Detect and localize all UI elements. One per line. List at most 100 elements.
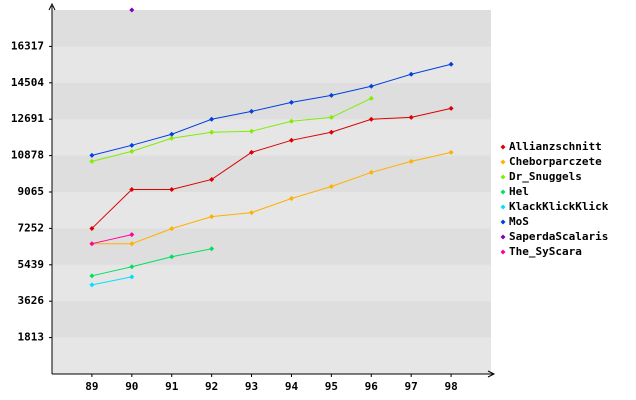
y-tick-label: 9065 — [18, 185, 45, 198]
legend-marker — [500, 189, 506, 195]
legend-marker — [500, 249, 506, 255]
data-point — [288, 99, 294, 105]
series-line — [91, 276, 132, 286]
data-point — [249, 210, 255, 216]
grid-band — [52, 46, 491, 83]
x-tick-label: 96 — [365, 380, 379, 393]
legend-label: The_SyScara — [509, 245, 582, 258]
data-point — [89, 225, 95, 231]
data-point — [209, 176, 215, 182]
data-point — [129, 264, 135, 270]
x-tick-label: 89 — [85, 380, 98, 393]
series-line — [91, 248, 212, 277]
data-point — [328, 183, 334, 189]
grid-band — [52, 10, 491, 47]
grid-band — [52, 192, 491, 229]
data-point — [328, 114, 334, 120]
x-tick-label: 95 — [325, 380, 338, 393]
plot-background — [52, 10, 491, 374]
data-point — [408, 158, 414, 164]
legend-label: Dr_Snuggels — [509, 170, 582, 183]
data-point — [288, 196, 294, 202]
grid-band — [52, 82, 491, 120]
legend-marker — [500, 234, 506, 240]
y-tick-label: 5439 — [18, 258, 45, 271]
data-point — [328, 92, 334, 98]
data-point — [209, 129, 215, 135]
grid-band — [52, 228, 491, 265]
data-point — [408, 71, 414, 77]
data-point — [129, 7, 135, 13]
data-point — [169, 131, 175, 137]
data-point — [288, 118, 294, 124]
data-point — [249, 149, 255, 155]
data-point — [89, 282, 95, 288]
data-point — [129, 142, 135, 148]
legend-label: Cheborparczete — [509, 155, 602, 168]
data-point — [129, 148, 135, 154]
series-line — [91, 151, 452, 245]
data-point — [448, 105, 454, 111]
legend-label: Hel — [509, 185, 529, 198]
x-tick-label: 98 — [444, 380, 457, 393]
legend-marker — [500, 174, 506, 180]
x-tick-label: 94 — [285, 380, 299, 393]
y-tick-label: 14504 — [11, 76, 44, 89]
x-tick-label: 97 — [405, 380, 418, 393]
series-line — [91, 97, 372, 162]
data-point — [89, 158, 95, 164]
legend-marker — [500, 144, 506, 150]
x-tick-label: 93 — [245, 380, 258, 393]
y-tick-label: 10878 — [11, 149, 44, 162]
data-point — [129, 241, 135, 247]
legend-label: SaperdaScalaris — [509, 230, 608, 243]
legend-marker — [500, 204, 506, 210]
data-point — [288, 137, 294, 143]
data-point — [249, 128, 255, 134]
legend-label: MoS — [509, 215, 529, 228]
data-point — [209, 116, 215, 122]
data-point — [408, 114, 414, 120]
y-tick-label: 3626 — [18, 294, 45, 307]
data-point — [368, 169, 374, 175]
data-point — [89, 241, 95, 247]
data-point — [169, 226, 175, 232]
data-point — [129, 186, 135, 192]
series-line — [91, 234, 132, 245]
y-tick-label: 16317 — [11, 39, 44, 52]
data-point — [328, 129, 334, 135]
data-point — [89, 273, 95, 279]
data-point — [249, 108, 255, 114]
data-point — [368, 83, 374, 89]
plot-marks — [89, 7, 454, 288]
grid-band — [52, 264, 491, 302]
grid-band — [52, 301, 491, 338]
data-point — [129, 274, 135, 280]
data-point — [209, 214, 215, 220]
x-tick-label: 92 — [205, 380, 218, 393]
data-point — [448, 149, 454, 155]
series-line — [91, 107, 452, 229]
data-point — [169, 186, 175, 192]
data-point — [368, 95, 374, 101]
data-point — [89, 152, 95, 158]
y-tick-label: 7252 — [18, 221, 45, 234]
x-tick-label: 91 — [165, 380, 179, 393]
legend-label: KlackKlickKlick — [509, 200, 609, 213]
series-line — [91, 63, 452, 156]
data-point — [169, 135, 175, 141]
data-point — [209, 246, 215, 252]
legend-marker — [500, 219, 506, 225]
x-axis-arrow — [487, 370, 496, 378]
x-tick-label: 90 — [125, 380, 138, 393]
data-point — [169, 254, 175, 260]
data-point — [368, 116, 374, 122]
data-point — [448, 61, 454, 67]
legend-label: Allianzschnitt — [509, 140, 602, 153]
grid-band — [52, 155, 491, 192]
y-tick-label: 1813 — [18, 331, 45, 344]
legend-marker — [500, 159, 506, 165]
y-tick-label: 12691 — [11, 112, 44, 125]
grid-band — [52, 119, 491, 156]
